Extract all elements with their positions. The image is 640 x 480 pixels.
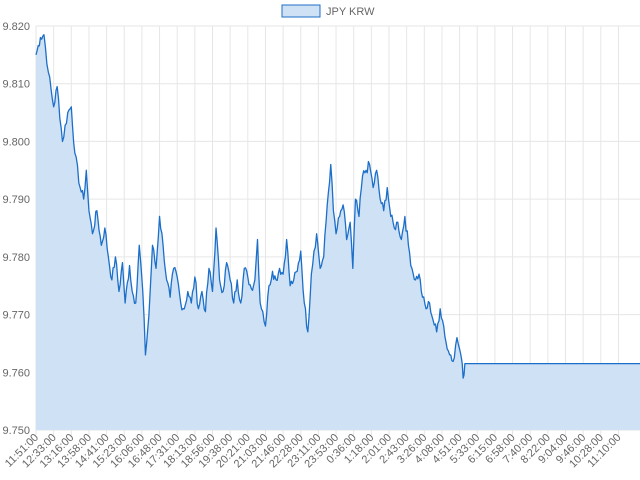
legend[interactable]: JPY KRW bbox=[281, 4, 375, 18]
y-tick-label: 9.790 bbox=[2, 194, 30, 206]
y-tick-label: 9.780 bbox=[2, 252, 30, 264]
y-tick-label: 9.820 bbox=[2, 21, 30, 33]
y-tick-label: 9.810 bbox=[2, 79, 30, 91]
y-tick-label: 9.760 bbox=[2, 367, 30, 379]
series-line bbox=[35, 34, 640, 379]
y-tick-label: 9.750 bbox=[2, 425, 30, 437]
x-axis-ticks: 11:51:0012:33:0013:16:0013:58:0014:41:00… bbox=[3, 432, 624, 471]
y-tick-label: 9.770 bbox=[2, 310, 30, 322]
y-axis-ticks: 9.820 9.810 9.800 9.790 9.780 9.770 9.760 9.750 bbox=[2, 21, 30, 437]
legend-swatch bbox=[281, 4, 321, 18]
y-tick-label: 9.800 bbox=[2, 136, 30, 148]
legend-label: JPY KRW bbox=[326, 6, 375, 18]
series-area-fill bbox=[36, 34, 640, 430]
